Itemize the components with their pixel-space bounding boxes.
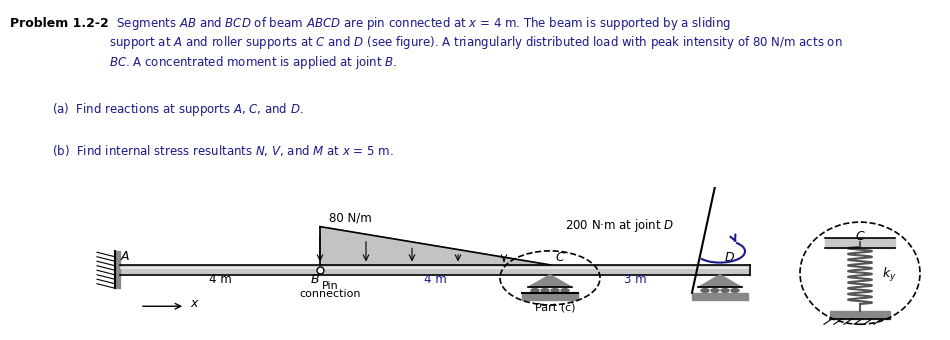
Polygon shape <box>698 275 742 287</box>
Text: 4 m: 4 m <box>424 273 446 286</box>
Bar <box>692 293 748 300</box>
Circle shape <box>531 289 539 292</box>
Polygon shape <box>528 275 572 287</box>
Text: $C$: $C$ <box>555 251 565 264</box>
Text: $A$: $A$ <box>120 250 130 264</box>
Circle shape <box>561 289 569 292</box>
Circle shape <box>731 289 739 292</box>
Circle shape <box>711 289 719 292</box>
Circle shape <box>551 289 559 292</box>
Text: $x$: $x$ <box>190 297 199 310</box>
Text: (a)  Find reactions at supports $A$, $C$, and $D$.: (a) Find reactions at supports $A$, $C$,… <box>52 101 304 118</box>
Text: (c)  Repeat parts (a) and (b) for the case of the roller support at $C$ replaced: (c) Repeat parts (a) and (b) for the cas… <box>52 186 764 204</box>
Circle shape <box>721 289 729 292</box>
Text: connection: connection <box>299 289 361 299</box>
Bar <box>115 251 120 288</box>
Text: Pin: Pin <box>322 281 338 291</box>
Text: 3 m: 3 m <box>624 273 646 286</box>
Polygon shape <box>320 226 550 265</box>
Text: $B$: $B$ <box>310 273 320 286</box>
Bar <box>830 311 890 319</box>
Bar <box>120 267 750 269</box>
Text: (b)  Find internal stress resultants $N$, $V$, and $M$ at $x$ = 5 m.: (b) Find internal stress resultants $N$,… <box>52 143 394 158</box>
Circle shape <box>541 289 549 292</box>
Text: $C$: $C$ <box>855 230 865 243</box>
Bar <box>522 293 578 300</box>
Bar <box>120 265 750 275</box>
Text: Part (c): Part (c) <box>535 303 576 313</box>
Circle shape <box>701 289 709 292</box>
Text: Problem 1.2-2: Problem 1.2-2 <box>10 17 108 30</box>
Text: $D$: $D$ <box>725 251 735 264</box>
Text: 80 N/m: 80 N/m <box>329 211 371 224</box>
Bar <box>825 238 895 248</box>
Text: 4 m: 4 m <box>209 273 232 286</box>
Text: $k_y$: $k_y$ <box>882 266 897 284</box>
Text: Segments $AB$ and $BCD$ of beam $ABCD$ are pin connected at $x$ = 4 m. The beam : Segments $AB$ and $BCD$ of beam $ABCD$ a… <box>109 15 843 71</box>
Text: 200 N·m at joint $D$: 200 N·m at joint $D$ <box>565 217 674 234</box>
